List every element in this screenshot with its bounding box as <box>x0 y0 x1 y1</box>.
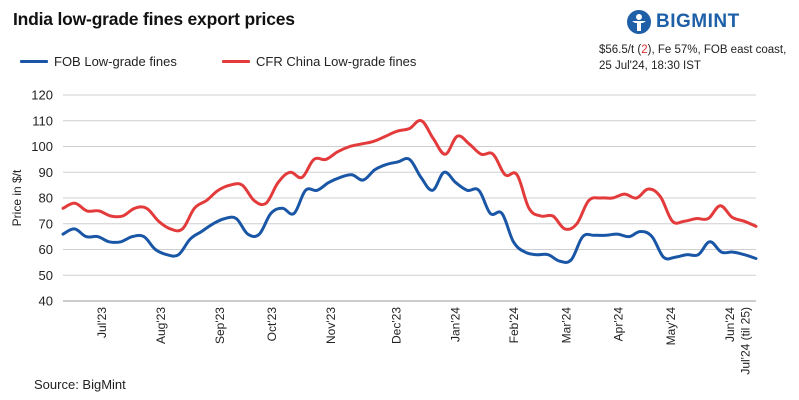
x-tick-label: Sep'23 <box>213 307 227 344</box>
x-tick-label: Mar'24 <box>559 307 573 344</box>
y-tick-label: 80 <box>39 191 53 206</box>
x-tick-label: Jan'24 <box>448 307 462 342</box>
x-tick-label: Jul'24 (til 25) <box>739 307 753 375</box>
price-note-change: 2 <box>641 44 648 56</box>
legend-swatch-cfr <box>222 60 250 63</box>
x-tick-label: Aug'23 <box>154 307 168 344</box>
legend-label-cfr: CFR China Low-grade fines <box>256 54 417 69</box>
y-tick-label: 60 <box>39 242 53 257</box>
legend-label-fob: FOB Low-grade fines <box>54 54 177 69</box>
y-tick-label: 50 <box>39 268 53 283</box>
bigmint-logo: BIGMINT <box>626 9 740 35</box>
price-note-suffix: ), Fe 57%, FOB east coast, 25 Jul'24, 18… <box>599 44 787 72</box>
x-tick-label: Jul'23 <box>95 307 109 338</box>
series-line-fob <box>61 156 758 264</box>
source-note: Source: BigMint <box>34 377 126 392</box>
y-tick-label: 110 <box>32 113 53 128</box>
x-tick-label: Feb'24 <box>507 307 521 344</box>
y-tick-label: 100 <box>31 139 53 154</box>
x-tick-label: Dec'23 <box>389 307 403 344</box>
x-tick-label: Apr'24 <box>612 307 626 342</box>
y-tick-label: 70 <box>39 216 53 231</box>
x-tick-label: Nov'23 <box>324 307 338 344</box>
legend-item-cfr: CFR China Low-grade fines <box>222 54 416 69</box>
y-tick-label: 90 <box>39 165 53 180</box>
y-axis-label: Price in $/t <box>10 169 24 226</box>
bigmint-logo-text: BIGMINT <box>656 11 740 32</box>
legend-swatch-fob <box>20 60 48 63</box>
bigmint-logo-icon <box>627 10 651 34</box>
price-note: $56.5/t (2), Fe 57%, FOB east coast, 25 … <box>599 42 794 74</box>
y-tick-label: 40 <box>39 294 53 309</box>
x-tick-label: Oct'23 <box>265 307 279 342</box>
x-tick-label: Jun'24 <box>723 307 737 342</box>
legend-item-fob: FOB Low-grade fines <box>20 54 177 69</box>
x-tick-label: May'24 <box>664 307 678 346</box>
y-tick-label: 120 <box>31 88 53 103</box>
price-note-prefix: $56.5/t ( <box>599 44 642 56</box>
chart-title: India low-grade fines export prices <box>13 9 295 29</box>
series-line-cfr <box>61 119 758 233</box>
